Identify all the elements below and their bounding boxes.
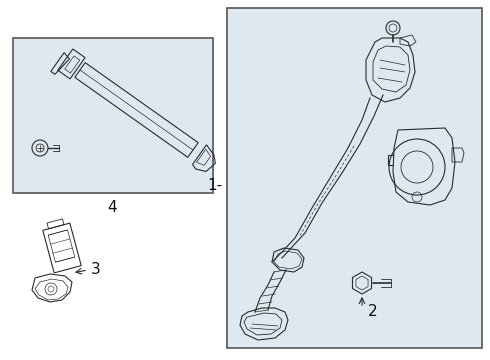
Bar bbox=[13, 38, 213, 193]
Text: 1-: 1- bbox=[207, 177, 222, 193]
Text: 3: 3 bbox=[91, 262, 101, 278]
Text: 2: 2 bbox=[368, 305, 378, 320]
Text: 4: 4 bbox=[107, 200, 117, 215]
Bar bbox=[227, 8, 482, 348]
